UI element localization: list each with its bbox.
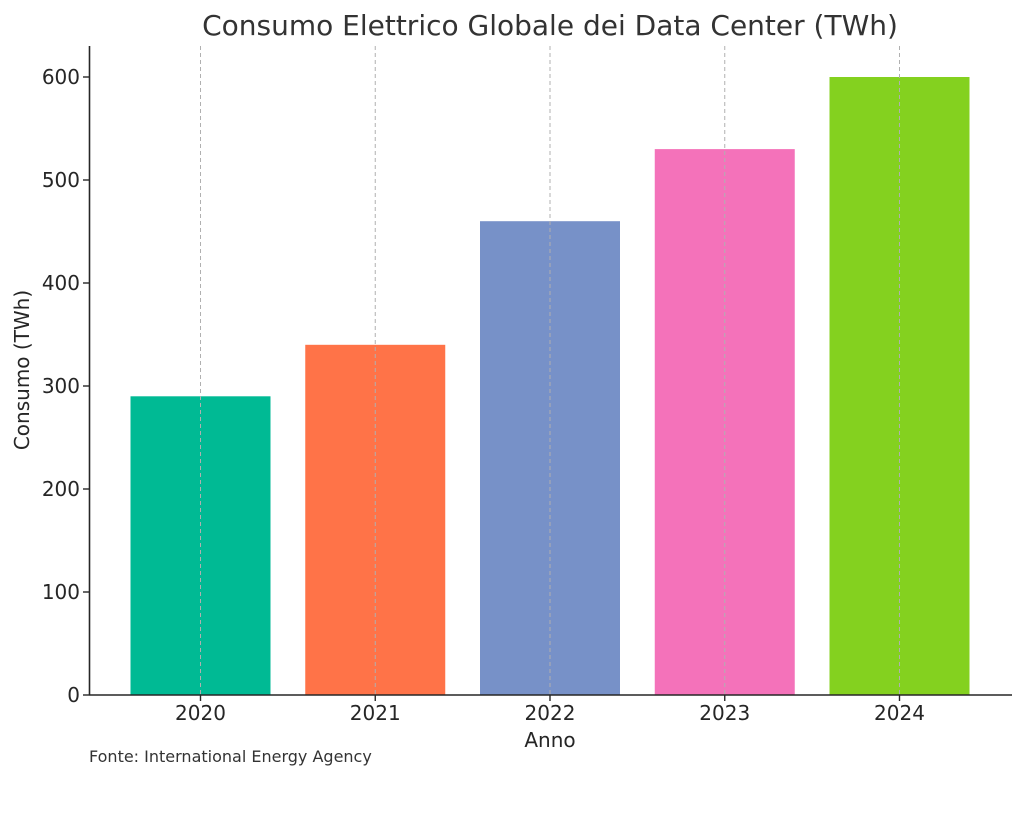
- y-tick-label-100: 100: [42, 580, 80, 604]
- y-tick-label-500: 500: [42, 168, 80, 192]
- x-axis-label: Anno: [524, 728, 575, 752]
- grid-lines-front: [200, 46, 900, 695]
- x-tick-label-2020: 2020: [175, 701, 226, 725]
- chart-title: Consumo Elettrico Globale dei Data Cente…: [202, 9, 898, 42]
- y-tick-label-300: 300: [42, 374, 80, 398]
- y-tick-label-200: 200: [42, 477, 80, 501]
- x-tick-label-2024: 2024: [874, 701, 925, 725]
- x-axis-ticks: 2020 2021 2022 2023 2024: [175, 695, 925, 725]
- y-tick-label-400: 400: [42, 271, 80, 295]
- source-note: Fonte: International Energy Agency: [89, 747, 372, 766]
- x-tick-label-2023: 2023: [699, 701, 750, 725]
- y-axis-ticks: 0 100 200 300 400 500 600: [42, 65, 89, 707]
- bar-2023: [654, 149, 795, 696]
- y-tick-label-600: 600: [42, 65, 80, 89]
- x-tick-label-2022: 2022: [525, 701, 576, 725]
- y-tick-label-0: 0: [67, 683, 80, 707]
- x-tick-label-2021: 2021: [350, 701, 401, 725]
- y-axis-label: Consumo (TWh): [10, 290, 34, 450]
